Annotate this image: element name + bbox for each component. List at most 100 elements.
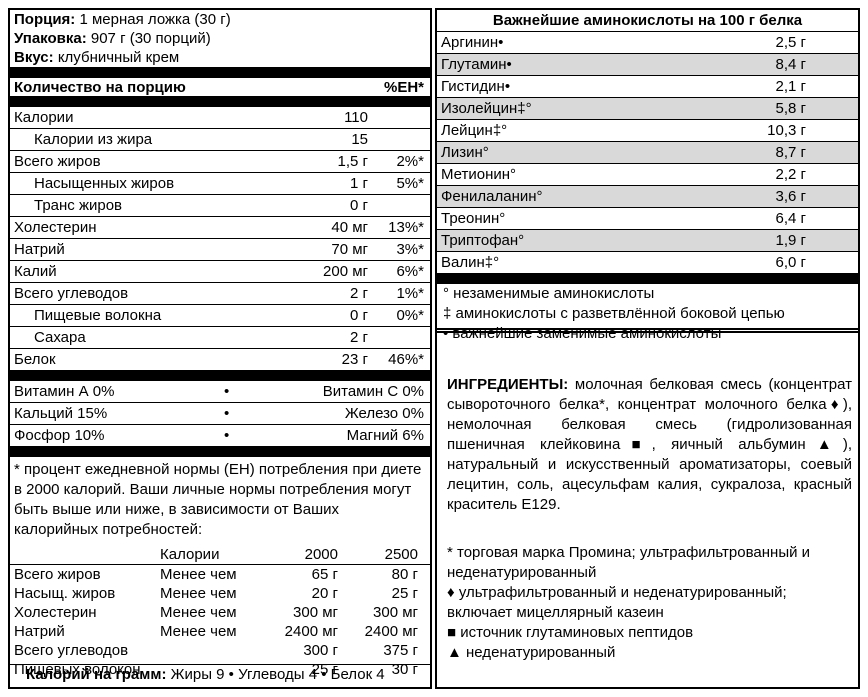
- col-2000: 2000: [304, 546, 338, 563]
- nutrient-row: Всего жиров 1,5 г 2%*: [10, 150, 430, 172]
- amino-row: Лизин° 8,7 г: [437, 141, 858, 163]
- info-value: 907 г (30 порций): [90, 30, 211, 47]
- vitamin-row: Фосфор 10% • Магний 6%: [10, 424, 430, 446]
- separator: •: [224, 427, 230, 444]
- nutrient-row: Насыщенных жиров 1 г 5%*: [10, 172, 430, 194]
- row-2500: 2400 мг: [364, 623, 418, 640]
- nutrient-amount: 0 г: [350, 197, 368, 214]
- nutrient-row: Калий 200 мг 6%*: [10, 260, 430, 282]
- amino-name: Треонин°: [441, 210, 506, 227]
- info-line: Порция: 1 мерная ложка (30 г): [10, 10, 430, 29]
- col-2500: 2500: [384, 546, 418, 563]
- calories-per-gram: Калорий на грамм: Жиры 9 • Углеводы 4 • …: [10, 664, 430, 687]
- nutrient-name: Всего жиров: [14, 153, 101, 170]
- amino-amount: 1,9 г: [775, 232, 807, 249]
- nutrient-amount: 23 г: [341, 351, 368, 368]
- info-label: Порция:: [14, 11, 76, 28]
- nutrient-amount: 110: [344, 109, 368, 126]
- ingredients: ИНГРЕДИЕНТЫ: молочная белковая смесь (ко…: [447, 375, 852, 515]
- amino-amount: 6,0 г: [775, 254, 807, 271]
- amino-row: Лейцин‡° 10,3 г: [437, 119, 858, 141]
- separator: •: [224, 383, 230, 400]
- nutrient-amount: 2 г: [350, 285, 368, 302]
- row-name: Пищевых волокон: [14, 661, 141, 678]
- info-line: Упаковка: 907 г (30 порций): [10, 29, 430, 48]
- vitamin-left: Витамин А 0%: [14, 383, 115, 400]
- header-label: Количество на порцию: [14, 79, 186, 96]
- row-name: Натрий: [14, 623, 65, 640]
- vitamin-left: Кальций 15%: [14, 405, 108, 422]
- nutrition-panel: Порция: 1 мерная ложка (30 г) Упаковка: 9…: [8, 8, 432, 689]
- vitamin-right: Витамин С 0%: [322, 383, 424, 400]
- vitamin-right: Железо 0%: [344, 405, 424, 422]
- nutrient-amount: 200 мг: [323, 263, 368, 280]
- divider-bar: [437, 273, 858, 284]
- divider-bar: [10, 67, 430, 78]
- row-name: Всего углеводов: [14, 642, 129, 659]
- amino-amount: 3,6 г: [775, 188, 807, 205]
- amino-name: Глутамин•: [441, 56, 512, 73]
- info-label: Вкус:: [14, 49, 54, 66]
- legend-line: ° незаменимые аминокислоты: [443, 285, 655, 302]
- info-label: Упаковка:: [14, 30, 87, 47]
- table-row: Пищевых волокон 25 г 30 г: [10, 660, 430, 679]
- vitamin-row: Кальций 15% • Железо 0%: [10, 402, 430, 424]
- row-qualifier: Менее чем: [160, 566, 237, 583]
- amino-section: Важнейшие аминокислоты на 100 г белка Арг…: [437, 10, 858, 342]
- amino-row: Треонин° 6,4 г: [437, 207, 858, 229]
- row-name: Насыщ. жиров: [14, 585, 116, 602]
- nutrient-row: Калории из жира 15: [10, 128, 430, 150]
- nutrient-row: Пищевые волокна 0 г 0%*: [10, 304, 430, 326]
- row-2000: 25 г: [311, 661, 338, 678]
- row-2500: 30 г: [391, 661, 418, 678]
- table-row: Насыщ. жиров Менее чем 20 г 25 г: [10, 584, 430, 603]
- nutrient-name: Калории из жира: [34, 131, 153, 148]
- ingredients-label: ИНГРЕДИЕНТЫ:: [447, 376, 569, 393]
- amino-amount: 8,4 г: [775, 56, 807, 73]
- info-value: клубничный крем: [57, 49, 180, 66]
- row-name: Холестерин: [14, 604, 97, 621]
- header-dv: %ЕН*: [383, 79, 424, 96]
- nutrient-row: Всего углеводов 2 г 1%*: [10, 282, 430, 304]
- nutrient-row: Натрий 70 мг 3%*: [10, 238, 430, 260]
- note: ▲ неденатурированный: [447, 644, 616, 661]
- amino-row: Фенилаланин° 3,6 г: [437, 185, 858, 207]
- row-qualifier: Менее чем: [160, 623, 237, 640]
- nutrient-name: Белок: [14, 351, 56, 368]
- amino-name: Фенилаланин°: [441, 188, 543, 205]
- row-qualifier: Менее чем: [160, 604, 237, 621]
- vitamin-left: Фосфор 10%: [14, 427, 105, 444]
- nutrient-dv: 0%*: [396, 307, 424, 324]
- amino-row: Глутамин• 8,4 г: [437, 53, 858, 75]
- amino-row: Триптофан° 1,9 г: [437, 229, 858, 251]
- nutrient-name: Калий: [14, 263, 57, 280]
- nutrient-amount: 70 мг: [331, 241, 368, 258]
- notes: * торговая марка Промина; ультрафильтров…: [447, 543, 852, 663]
- nutrient-name: Всего углеводов: [14, 285, 129, 302]
- table-row: Всего углеводов 300 г 375 г: [10, 641, 430, 660]
- info-line: Вкус: клубничный крем: [10, 48, 430, 67]
- row-2000: 20 г: [311, 585, 338, 602]
- cpg-label: Калорий на грамм:: [26, 666, 167, 683]
- amino-amount: 5,8 г: [775, 100, 807, 117]
- note: * торговая марка Промина; ультрафильтров…: [447, 544, 811, 581]
- nutrient-dv: 5%*: [396, 175, 424, 192]
- row-2000: 300 г: [303, 642, 338, 659]
- amino-name: Лейцин‡°: [441, 122, 508, 139]
- nutrient-amount: 2 г: [350, 329, 368, 346]
- amino-amount: 2,2 г: [775, 166, 807, 183]
- nutrient-dv: 1%*: [396, 285, 424, 302]
- amino-title: Важнейшие аминокислоты на 100 г белка: [492, 12, 803, 29]
- amino-amount: 2,1 г: [775, 78, 807, 95]
- legend-line: • важнейшие заменимые аминокислоты: [443, 325, 722, 342]
- cpg-text: Жиры 9 • Углеводы 4 • Белок 4: [170, 666, 385, 683]
- footnote: * процент ежедневной нормы (ЕН) потребле…: [14, 461, 422, 538]
- vitamin-right: Магний 6%: [346, 427, 424, 444]
- table-row: Холестерин Менее чем 300 мг 300 мг: [10, 603, 430, 622]
- amino-row: Изолейцин‡° 5,8 г: [437, 97, 858, 119]
- nutrient-dv: 46%*: [388, 351, 424, 368]
- table-row: Натрий Менее чем 2400 мг 2400 мг: [10, 622, 430, 641]
- row-2500: 300 мг: [373, 604, 418, 621]
- nutrient-row: Транс жиров 0 г: [10, 194, 430, 216]
